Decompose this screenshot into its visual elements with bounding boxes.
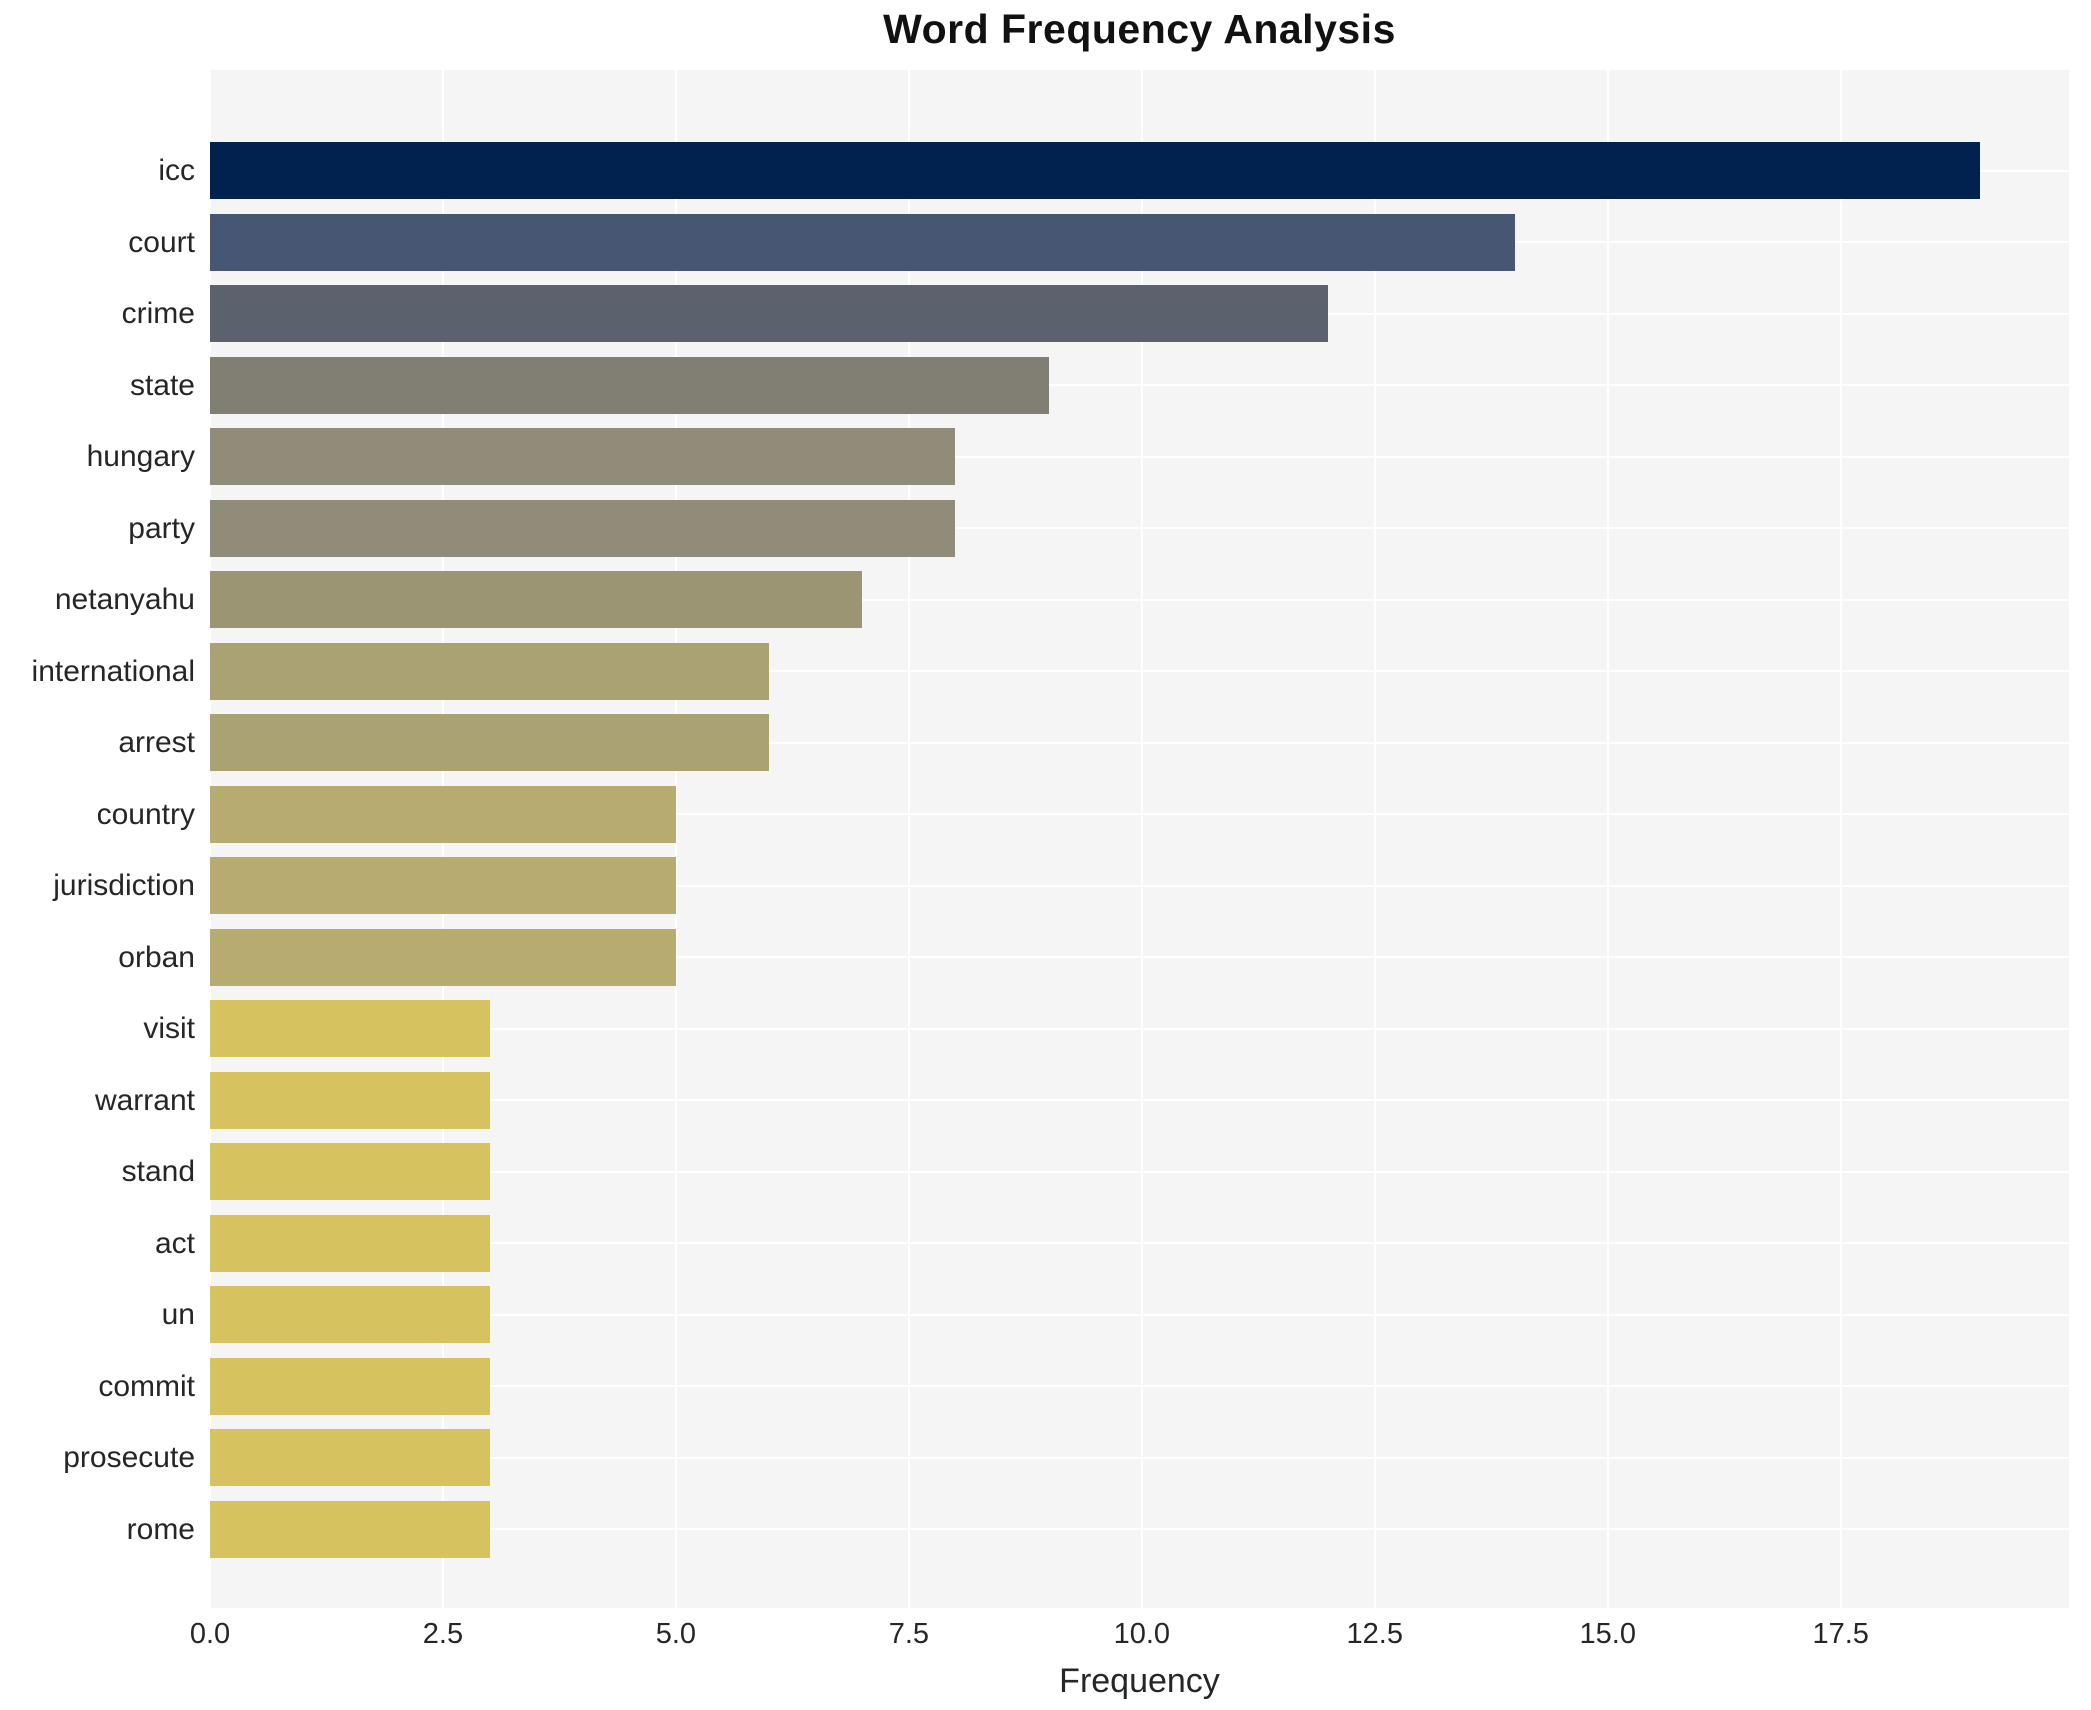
bar-row: visit: [143, 993, 2069, 1065]
category-label: arrest: [118, 726, 195, 759]
horizontal-gridline: [210, 670, 2069, 673]
bar-row: crime: [122, 278, 2069, 350]
horizontal-gridline: [210, 384, 2069, 387]
frequency-bar: [210, 857, 676, 915]
bar-row: icc: [158, 135, 2069, 207]
chart-title: Word Frequency Analysis: [883, 6, 1396, 52]
horizontal-gridline: [210, 741, 2069, 744]
plot-area: icc court crime state hungary party netanyahu i…: [32, 70, 2069, 1608]
vertical-gridline: [1373, 70, 1376, 1608]
frequency-bar: [210, 1143, 490, 1201]
horizontal-gridline: [210, 455, 2069, 458]
horizontal-gridline: [210, 1313, 2069, 1316]
x-tick-label: 5.0: [655, 1618, 697, 1650]
x-tick-label: 0.0: [189, 1618, 231, 1650]
category-label: stand: [121, 1155, 195, 1188]
category-label: act: [154, 1226, 195, 1260]
frequency-bar: [210, 1500, 490, 1558]
frequency-bar: [210, 1357, 490, 1415]
category-label: party: [128, 511, 195, 545]
bar-row: state: [130, 350, 2069, 422]
category-label: jurisdiction: [53, 869, 195, 902]
bar-rows: icc court crime state hungary party netanyahu i…: [32, 135, 2069, 1566]
x-tick-label: 10.0: [1113, 1618, 1171, 1650]
frequency-bar: [210, 571, 863, 629]
frequency-bar: [210, 285, 1329, 343]
bar-row: rome: [127, 1494, 2069, 1566]
category-label: crime: [121, 297, 195, 330]
frequency-bar: [210, 1286, 490, 1344]
bar-row: prosecute: [63, 1422, 2069, 1494]
category-label: commit: [98, 1369, 195, 1403]
x-axis-label: Frequency: [1059, 1662, 1220, 1700]
frequency-bar: [210, 142, 1981, 200]
frequency-bar: [210, 785, 676, 843]
category-label: orban: [118, 940, 195, 974]
horizontal-gridline: [210, 884, 2069, 887]
category-label: state: [129, 368, 195, 402]
horizontal-gridline: [210, 1027, 2069, 1030]
category-label: warrant: [94, 1083, 195, 1117]
vertical-gridline: [674, 70, 677, 1608]
frequency-bar: [210, 428, 956, 486]
horizontal-gridline: [210, 598, 2069, 601]
category-label: hungary: [86, 440, 195, 473]
bar-row: netanyahu: [55, 564, 2069, 636]
frequency-bar: [210, 642, 770, 700]
frequency-bar: [210, 213, 1515, 271]
category-label: un: [161, 1298, 195, 1331]
category-label: visit: [143, 1012, 195, 1045]
category-label: icc: [158, 154, 195, 187]
frequency-bar: [210, 714, 770, 772]
category-label: rome: [126, 1512, 195, 1546]
x-tick-label: 2.5: [422, 1618, 464, 1650]
frequency-bar: [210, 928, 676, 986]
frequency-bar: [210, 1071, 490, 1129]
category-label: netanyahu: [54, 583, 195, 616]
horizontal-gridline: [210, 813, 2069, 816]
horizontal-gridline: [210, 1456, 2069, 1459]
vertical-gridline: [907, 70, 910, 1608]
horizontal-gridline: [210, 1385, 2069, 1388]
bar-row: act: [155, 1208, 2069, 1280]
bar-row: hungary: [87, 421, 2069, 493]
bar-row: orban: [118, 922, 2069, 994]
horizontal-gridline: [210, 1170, 2069, 1173]
bar-row: stand: [122, 1136, 2069, 1208]
horizontal-gridline: [210, 956, 2069, 959]
frequency-bar: [210, 1429, 490, 1487]
category-label: prosecute: [63, 1441, 195, 1474]
horizontal-gridline: [210, 1528, 2069, 1531]
vertical-gridline: [1140, 70, 1143, 1608]
x-tick-label: 17.5: [1812, 1618, 1869, 1650]
frequency-bar: [210, 1000, 490, 1058]
frequency-bar: [210, 499, 956, 557]
bar-row: jurisdiction: [53, 850, 2069, 922]
category-label: court: [128, 225, 195, 259]
bar-row: party: [128, 493, 2069, 565]
horizontal-gridline: [210, 527, 2069, 530]
x-tick-label: 15.0: [1579, 1618, 1636, 1650]
vertical-gridline: [1839, 70, 1842, 1608]
bar-row: country: [97, 779, 2069, 851]
category-label: country: [96, 797, 195, 831]
horizontal-gridline: [210, 1242, 2069, 1245]
x-axis-ticks: 0.0 2.5 5.0 7.5 10.0 12.5 15.0 17.5: [190, 1618, 2069, 1654]
frequency-bar: [210, 1214, 490, 1272]
bar-row: international: [32, 636, 2069, 708]
frequency-bar: [210, 356, 1049, 414]
x-tick-label: 7.5: [888, 1618, 930, 1650]
bar-row: court: [128, 207, 2069, 279]
x-tick-label: 12.5: [1346, 1618, 1404, 1650]
bar-row: arrest: [118, 707, 2069, 779]
horizontal-gridline: [210, 1099, 2069, 1102]
category-label: international: [31, 654, 195, 688]
bar-row: un: [162, 1279, 2069, 1351]
vertical-gridline: [1606, 70, 1609, 1608]
bar-row: commit: [98, 1351, 2069, 1423]
bar-row: warrant: [95, 1065, 2069, 1137]
